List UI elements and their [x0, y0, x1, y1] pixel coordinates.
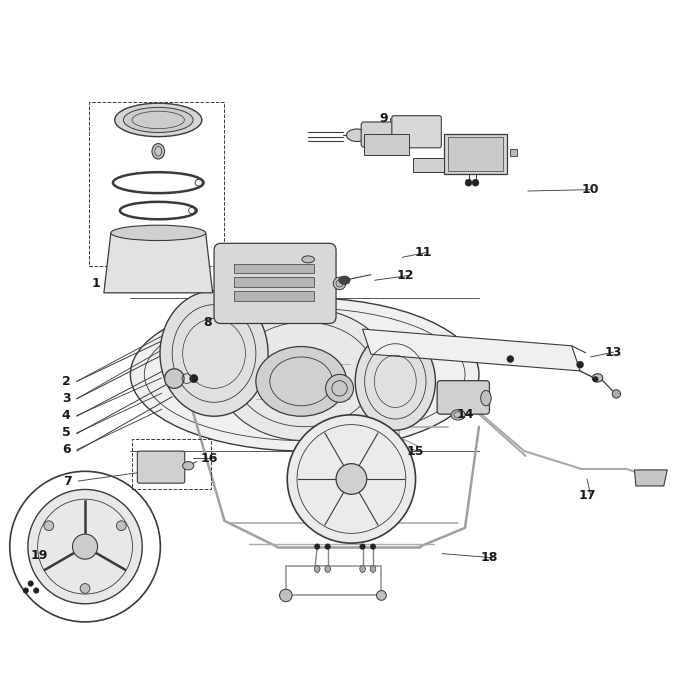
- Text: 18: 18: [481, 552, 498, 564]
- Text: 19: 19: [31, 550, 48, 562]
- Text: 13: 13: [605, 346, 622, 358]
- Bar: [364, 134, 409, 155]
- Ellipse shape: [123, 107, 193, 132]
- Ellipse shape: [164, 369, 184, 389]
- Bar: [234, 277, 314, 287]
- Ellipse shape: [612, 390, 620, 398]
- Ellipse shape: [80, 584, 90, 594]
- Bar: [447, 137, 503, 171]
- Text: 10: 10: [582, 183, 599, 196]
- Text: 5: 5: [62, 426, 71, 440]
- Ellipse shape: [111, 225, 206, 241]
- Bar: [132, 439, 211, 489]
- Ellipse shape: [370, 566, 376, 573]
- Ellipse shape: [44, 521, 54, 531]
- Bar: [88, 102, 225, 266]
- Circle shape: [28, 581, 34, 587]
- Bar: [510, 149, 517, 156]
- Text: 14: 14: [456, 407, 474, 421]
- Text: 2: 2: [62, 375, 71, 388]
- Circle shape: [314, 544, 320, 550]
- Ellipse shape: [592, 374, 603, 382]
- Circle shape: [336, 463, 367, 494]
- Ellipse shape: [183, 461, 194, 470]
- Circle shape: [28, 489, 142, 604]
- Ellipse shape: [218, 308, 392, 440]
- Text: 7: 7: [63, 475, 72, 488]
- Bar: [234, 263, 314, 273]
- Text: 8: 8: [203, 316, 211, 328]
- Ellipse shape: [279, 589, 292, 602]
- Ellipse shape: [346, 129, 368, 141]
- Text: 16: 16: [200, 452, 218, 465]
- Ellipse shape: [160, 290, 268, 416]
- Circle shape: [370, 544, 376, 550]
- Polygon shape: [413, 158, 444, 172]
- Ellipse shape: [130, 298, 479, 451]
- Circle shape: [190, 374, 198, 383]
- Ellipse shape: [333, 277, 346, 290]
- Circle shape: [23, 588, 29, 594]
- Ellipse shape: [325, 566, 330, 573]
- Text: 1: 1: [91, 277, 100, 290]
- Circle shape: [507, 356, 514, 363]
- Ellipse shape: [339, 276, 350, 284]
- FancyBboxPatch shape: [214, 244, 336, 323]
- FancyBboxPatch shape: [438, 381, 489, 414]
- Ellipse shape: [377, 591, 386, 601]
- Ellipse shape: [152, 144, 164, 159]
- Ellipse shape: [481, 391, 491, 406]
- Polygon shape: [363, 329, 580, 371]
- Circle shape: [73, 534, 97, 559]
- Ellipse shape: [326, 374, 354, 402]
- FancyBboxPatch shape: [361, 122, 402, 147]
- Circle shape: [465, 179, 472, 186]
- Circle shape: [593, 377, 598, 382]
- Circle shape: [10, 471, 160, 622]
- Bar: [234, 291, 314, 301]
- Ellipse shape: [256, 346, 346, 416]
- Circle shape: [325, 544, 330, 550]
- Ellipse shape: [451, 410, 465, 420]
- Ellipse shape: [302, 256, 314, 262]
- Text: 6: 6: [62, 443, 71, 456]
- Ellipse shape: [116, 521, 126, 531]
- Circle shape: [472, 179, 479, 186]
- Text: 12: 12: [397, 269, 414, 282]
- Text: 15: 15: [406, 444, 424, 458]
- Ellipse shape: [115, 103, 202, 136]
- Bar: [444, 134, 507, 174]
- Circle shape: [577, 361, 584, 368]
- Text: 11: 11: [414, 246, 432, 259]
- Text: 9: 9: [379, 112, 388, 125]
- FancyBboxPatch shape: [392, 116, 441, 148]
- Ellipse shape: [360, 566, 365, 573]
- Circle shape: [360, 544, 365, 550]
- Text: 17: 17: [578, 489, 596, 501]
- Circle shape: [287, 415, 416, 543]
- FancyBboxPatch shape: [137, 451, 185, 483]
- Ellipse shape: [355, 332, 435, 430]
- Polygon shape: [104, 233, 213, 293]
- Polygon shape: [634, 470, 667, 486]
- Circle shape: [34, 588, 39, 594]
- Ellipse shape: [314, 566, 320, 573]
- Text: 3: 3: [62, 392, 71, 405]
- Ellipse shape: [367, 134, 396, 154]
- Text: 4: 4: [62, 409, 71, 422]
